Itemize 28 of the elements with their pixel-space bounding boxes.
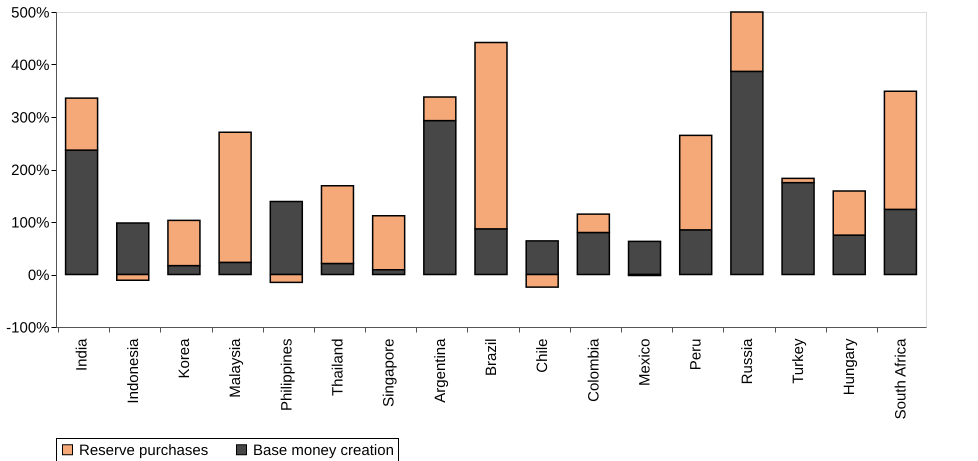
x-tick-label: Thailand bbox=[329, 338, 346, 396]
x-tick-label: Argentina bbox=[432, 338, 449, 403]
y-tick-label: 300% bbox=[11, 110, 50, 126]
x-tick-label: Korea bbox=[176, 338, 193, 379]
x-tick-label: Hungary bbox=[841, 338, 858, 396]
y-tick-label: 0% bbox=[28, 267, 50, 284]
bar bbox=[781, 182, 815, 276]
x-tick-label: Philippines bbox=[278, 338, 296, 412]
x-tick-label: Peru bbox=[688, 338, 705, 370]
y-tick-label: 500% bbox=[11, 4, 50, 22]
legend-label: Base money creation bbox=[253, 442, 394, 459]
y-tick-label: 200% bbox=[11, 162, 50, 179]
x-tick-label: Turkey bbox=[790, 338, 808, 384]
x-tick-label: India bbox=[74, 338, 91, 372]
x-tick-label: Brazil bbox=[483, 338, 500, 376]
legend-label: Reserve purchases bbox=[79, 442, 208, 459]
x-tick-label: Mexico bbox=[636, 338, 654, 386]
x-tick-label: Singapore bbox=[380, 338, 398, 407]
bar bbox=[628, 240, 662, 276]
x-tick-label: Chile bbox=[534, 338, 552, 373]
x-tick-label: Colombia bbox=[585, 338, 602, 402]
y-tick-label: 100% bbox=[11, 214, 50, 232]
x-tick-label: Russia bbox=[738, 338, 756, 384]
x-tick-label: Malaysia bbox=[227, 338, 244, 398]
y-tick-label: -100% bbox=[6, 320, 50, 336]
x-tick-label: South Africa bbox=[892, 338, 910, 420]
x-tick-label: Indonesia bbox=[124, 338, 142, 404]
y-tick-label: 400% bbox=[11, 57, 50, 74]
